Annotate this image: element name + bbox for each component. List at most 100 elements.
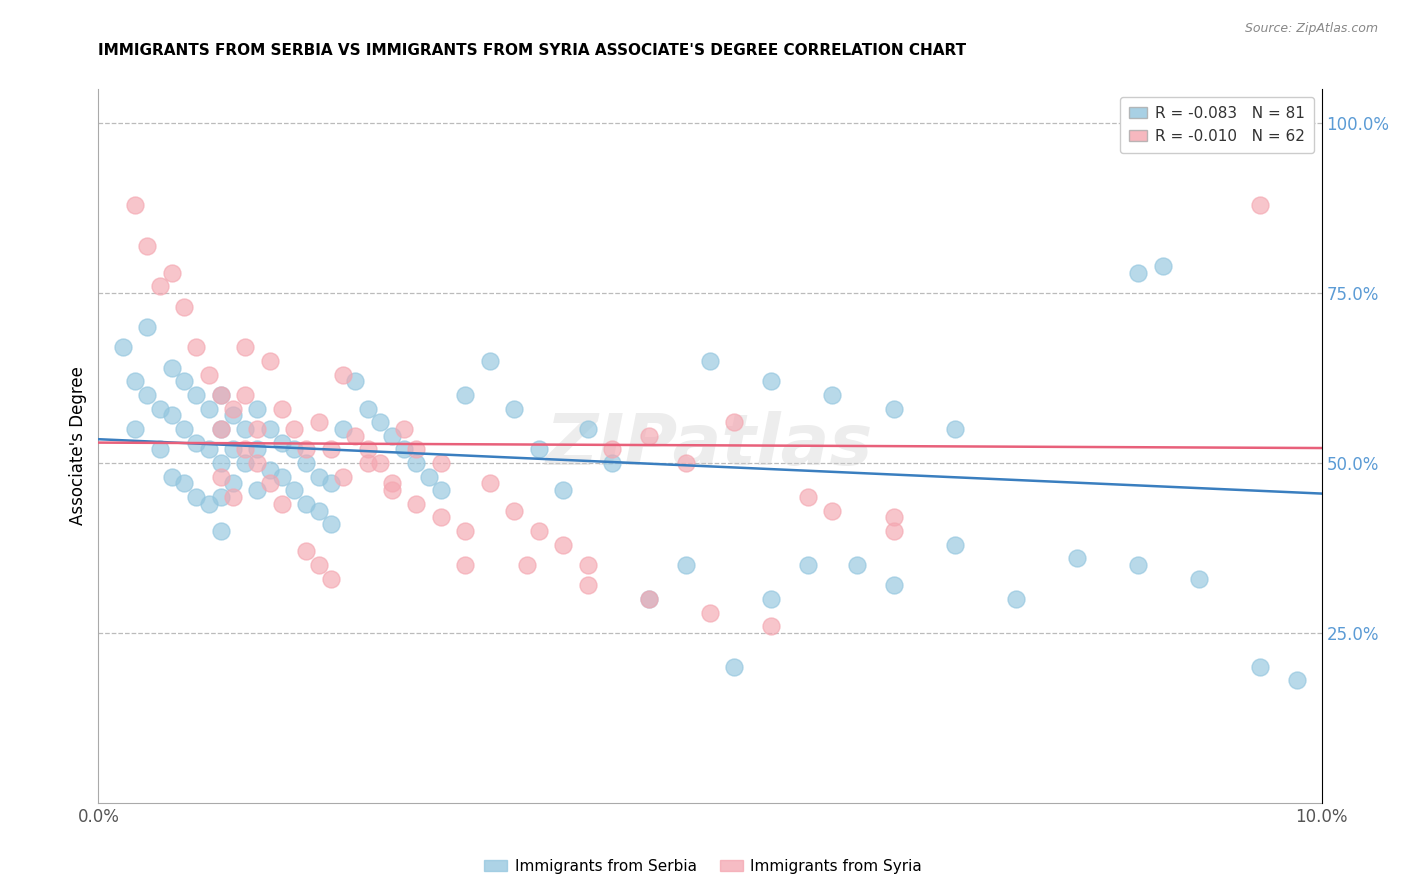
Point (943, 422, 966, 436)
Point (503, 401, 526, 416)
Point (454, 524, 477, 538)
Point (503, 503, 526, 517)
Point (209, 388, 232, 402)
Point (160, 266, 183, 280)
Point (233, 442, 256, 457)
Point (332, 368, 354, 382)
Point (319, 572, 342, 586)
Point (759, 619, 782, 633)
Y-axis label: Associate's Degree: Associate's Degree (69, 367, 87, 525)
Point (723, 660, 745, 674)
Point (222, 442, 245, 457)
Point (173, 476, 195, 491)
Point (233, 456, 256, 470)
Point (332, 469, 354, 483)
Point (209, 490, 232, 504)
Point (723, 415, 745, 429)
Point (209, 388, 232, 402)
Point (418, 469, 440, 483)
Point (173, 375, 195, 389)
Point (883, 524, 905, 538)
Point (368, 415, 391, 429)
Point (478, 354, 501, 368)
Point (246, 422, 269, 436)
Point (883, 401, 905, 416)
Point (270, 497, 292, 511)
Point (344, 375, 367, 389)
Text: ZIPatlas: ZIPatlas (547, 411, 873, 481)
Text: IMMIGRANTS FROM SERBIA VS IMMIGRANTS FROM SYRIA ASSOCIATE'S DEGREE CORRELATION C: IMMIGRANTS FROM SERBIA VS IMMIGRANTS FRO… (98, 43, 966, 58)
Point (1066, 551, 1088, 566)
Point (516, 558, 538, 572)
Point (308, 415, 330, 429)
Point (576, 558, 599, 572)
Point (759, 375, 782, 389)
Point (845, 558, 868, 572)
Point (295, 456, 318, 470)
Point (308, 503, 330, 517)
Point (759, 591, 782, 606)
Point (576, 422, 599, 436)
Point (405, 456, 427, 470)
Point (430, 510, 453, 524)
Point (699, 606, 721, 620)
Point (259, 354, 281, 368)
Point (270, 435, 292, 450)
Point (160, 360, 183, 375)
Point (797, 558, 820, 572)
Point (883, 578, 905, 592)
Point (136, 238, 159, 252)
Point (209, 524, 232, 538)
Point (233, 388, 256, 402)
Point (270, 469, 292, 483)
Point (943, 537, 966, 551)
Point (1286, 673, 1309, 688)
Point (576, 578, 599, 592)
Point (1152, 259, 1174, 273)
Point (405, 497, 427, 511)
Point (454, 558, 477, 572)
Point (283, 422, 305, 436)
Point (124, 375, 146, 389)
Point (381, 483, 404, 498)
Point (111, 341, 134, 355)
Point (356, 442, 378, 457)
Point (821, 388, 844, 402)
Point (381, 429, 404, 443)
Point (356, 401, 378, 416)
Point (1128, 266, 1150, 280)
Point (430, 483, 453, 498)
Text: Source: ZipAtlas.com: Source: ZipAtlas.com (1244, 22, 1378, 36)
Legend: Immigrants from Serbia, Immigrants from Syria: Immigrants from Serbia, Immigrants from … (478, 853, 928, 880)
Point (332, 422, 354, 436)
Point (186, 435, 208, 450)
Point (308, 558, 330, 572)
Point (222, 476, 245, 491)
Point (392, 442, 416, 457)
Point (319, 517, 342, 532)
Point (478, 476, 501, 491)
Point (173, 300, 195, 314)
Point (149, 401, 172, 416)
Point (430, 456, 453, 470)
Point (246, 442, 269, 457)
Point (1188, 572, 1211, 586)
Point (295, 497, 318, 511)
Point (405, 442, 427, 457)
Point (283, 483, 305, 498)
Point (160, 409, 183, 423)
Point (308, 469, 330, 483)
Point (553, 537, 575, 551)
Point (1128, 558, 1150, 572)
Point (186, 490, 208, 504)
Point (454, 388, 477, 402)
Point (197, 442, 219, 457)
Point (222, 490, 245, 504)
Point (1249, 660, 1271, 674)
Point (600, 442, 623, 457)
Point (233, 341, 256, 355)
Point (222, 401, 245, 416)
Point (319, 476, 342, 491)
Point (1004, 591, 1026, 606)
Point (637, 429, 661, 443)
